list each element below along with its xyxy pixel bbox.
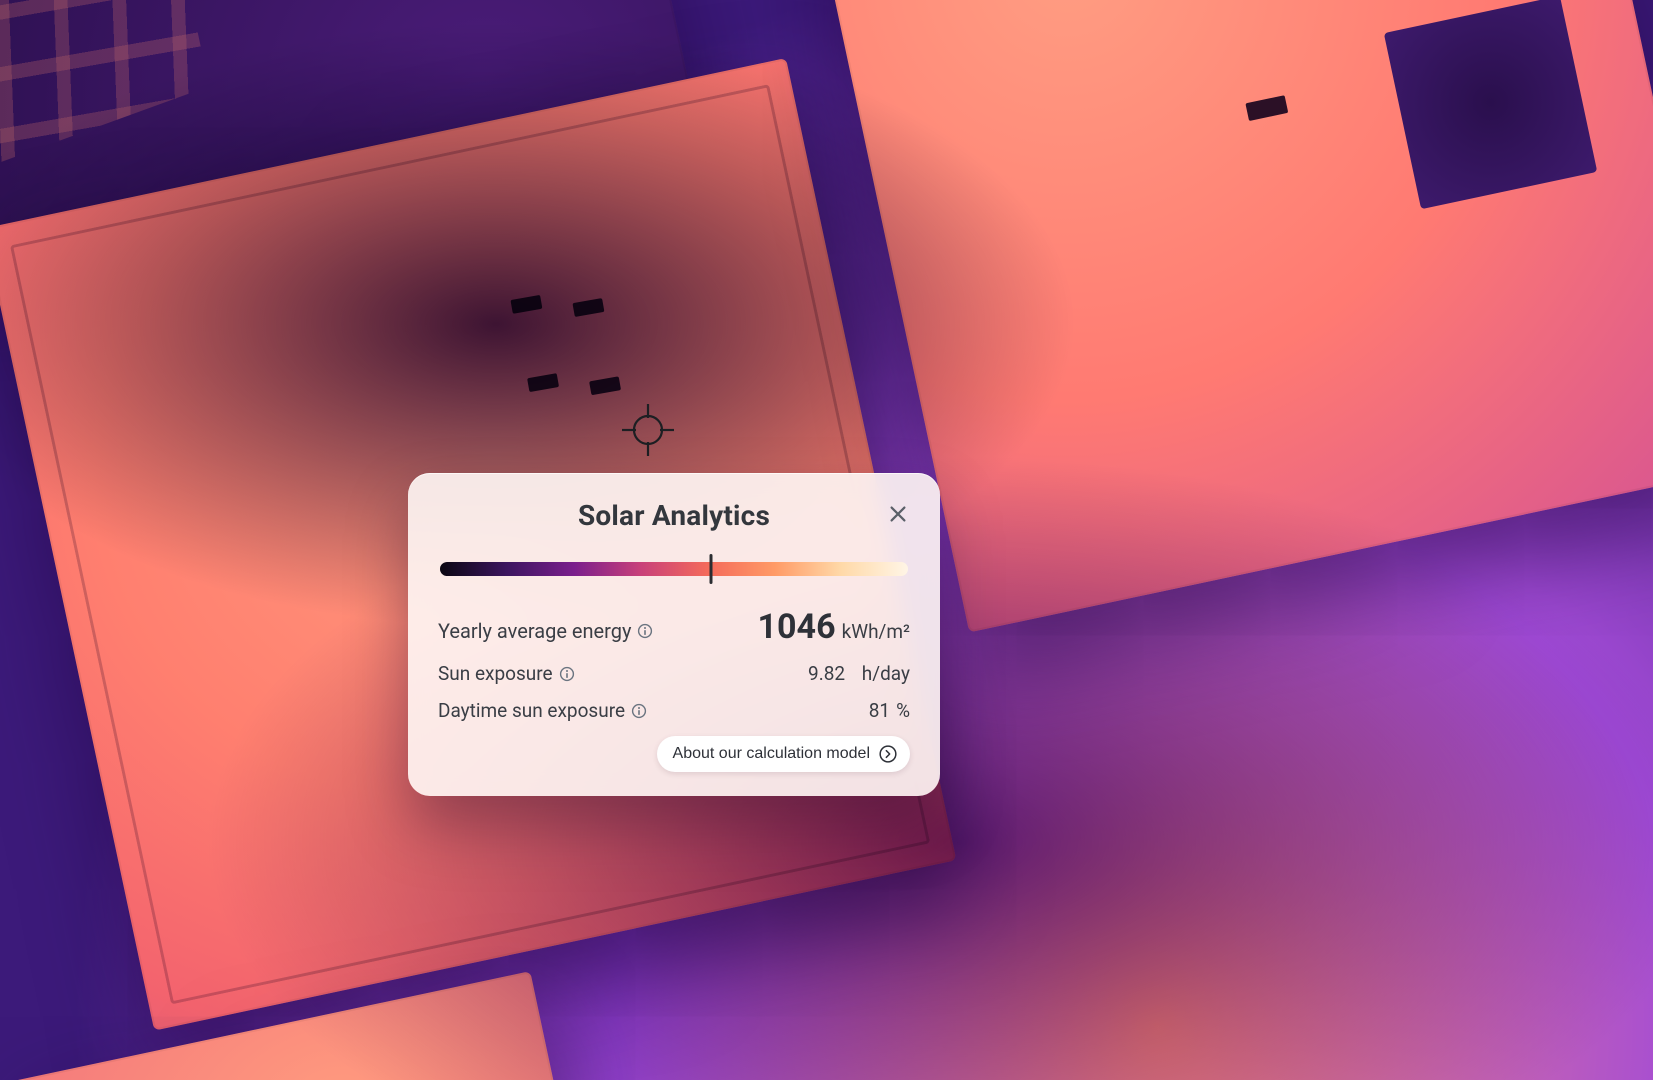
info-icon[interactable]: [631, 703, 647, 719]
sun-exposure-unit: h/day: [862, 662, 910, 685]
info-icon[interactable]: [559, 666, 575, 682]
about-model-button[interactable]: About our calculation model: [657, 736, 910, 772]
row-daytime-exposure: Daytime sun exposure 81%: [438, 699, 910, 722]
yearly-energy-unit: kWh/m²: [842, 620, 910, 643]
sun-exposure-label: Sun exposure: [438, 662, 553, 685]
yearly-energy-label: Yearly average energy: [438, 619, 631, 643]
daytime-exposure-label: Daytime sun exposure: [438, 699, 625, 722]
sun-exposure-value: 9.82: [808, 662, 845, 685]
card-title: Solar Analytics: [578, 499, 770, 532]
about-model-label: About our calculation model: [673, 745, 870, 763]
close-icon: [887, 503, 909, 528]
row-yearly-energy: Yearly average energy 1046 kWh/m²: [438, 610, 910, 644]
solar-analytics-card: Solar Analytics Yearly average energy 10…: [408, 473, 940, 796]
energy-gradient-bar: [440, 562, 908, 576]
daytime-exposure-value: 81: [869, 699, 890, 722]
energy-gradient-marker[interactable]: [710, 554, 713, 584]
row-sun-exposure: Sun exposure 9.82 h/day: [438, 662, 910, 685]
daytime-exposure-unit: %: [896, 699, 910, 722]
yearly-energy-value: 1046: [758, 610, 836, 644]
arrow-right-circle-icon: [878, 744, 898, 764]
info-icon[interactable]: [637, 623, 653, 639]
close-button[interactable]: [884, 501, 912, 529]
energy-gradient: [440, 554, 908, 584]
